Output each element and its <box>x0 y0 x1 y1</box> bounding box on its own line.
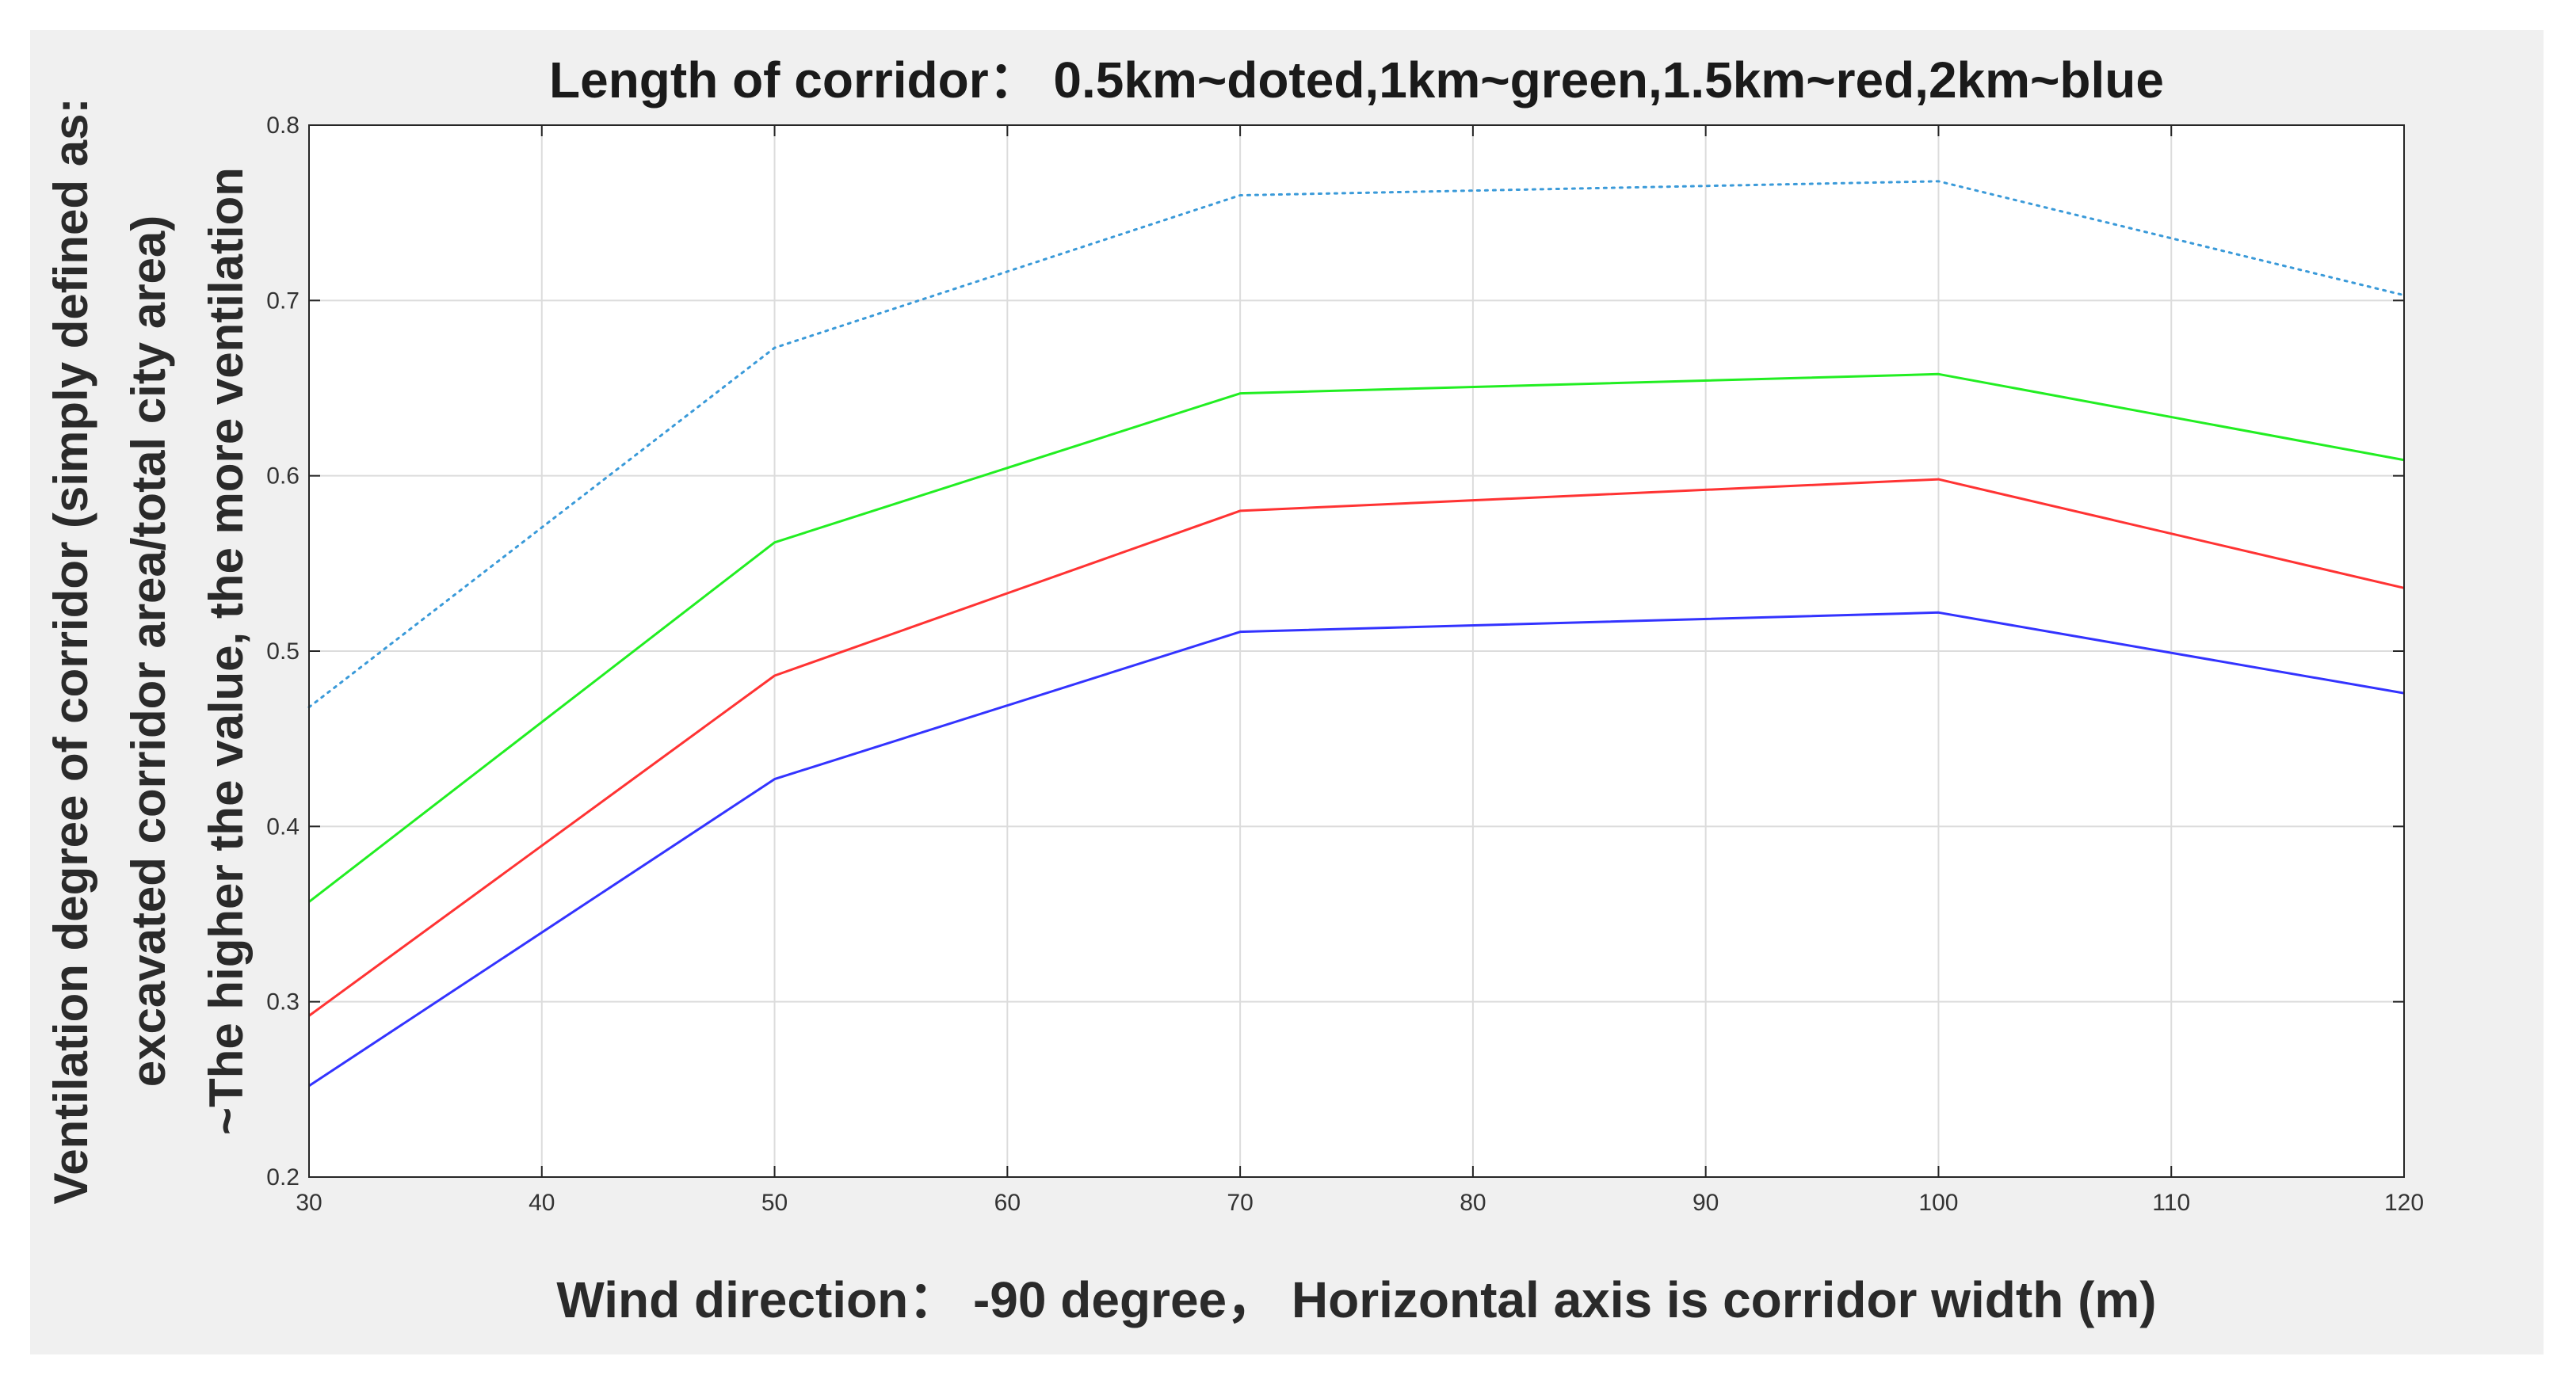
plot-frame <box>308 124 2405 1178</box>
series-line-4 <box>308 611 2405 1088</box>
chart-figure: 30 40 50 60 70 80 90 100 110 120 0.2 0.3 0.4 0.5 0.6 0.… <box>30 30 2544 1354</box>
x-tick-label: 110 <box>2152 1190 2190 1216</box>
y-tick-label: 0.4 <box>266 813 300 840</box>
x-tick-label: 70 <box>1227 1190 1253 1216</box>
series-lines <box>307 180 2406 1088</box>
series-line-1 <box>307 180 2406 709</box>
x-tick-label: 50 <box>761 1190 788 1216</box>
y-axis-label-line-3: ~The higher the value, the more ventilat… <box>200 167 253 1135</box>
x-tick-label: 100 <box>1918 1190 1958 1216</box>
series-line-3 <box>308 478 2405 1017</box>
y-tick-label: 0.6 <box>266 463 300 490</box>
y-axis-label-line-2: excavated corridor area/total city area) <box>122 215 175 1088</box>
y-tick-label: 0.7 <box>266 288 300 314</box>
y-tick-label: 0.3 <box>266 989 300 1015</box>
y-tick-label: 0.2 <box>266 1164 300 1191</box>
x-tick-label: 40 <box>529 1190 555 1216</box>
ticks: 30 40 50 60 70 80 90 100 110 120 0.2 0.3 0.4 0.5 0.6 0.… <box>266 112 2424 1216</box>
x-tick-label: 30 <box>296 1190 322 1216</box>
y-tick-label: 0.5 <box>266 638 300 665</box>
x-tick-label: 60 <box>994 1190 1021 1216</box>
y-axis-label-line-1: Ventilation degree of corridor (simply d… <box>44 98 97 1205</box>
x-tick-label: 90 <box>1693 1190 1719 1216</box>
x-axis-label: Wind direction： -90 degree， Horizontal a… <box>556 1271 2156 1328</box>
x-tick-label: 80 <box>1460 1190 1486 1216</box>
chart-title: Length of corridor： 0.5km~doted,1km~gree… <box>549 51 2164 109</box>
x-tick-label: 120 <box>2384 1190 2424 1216</box>
series-line-2 <box>308 372 2405 903</box>
y-tick-label: 0.8 <box>266 112 300 139</box>
line-chart: 30 40 50 60 70 80 90 100 110 120 0.2 0.3 0.4 0.5 0.6 0.… <box>44 51 2424 1328</box>
